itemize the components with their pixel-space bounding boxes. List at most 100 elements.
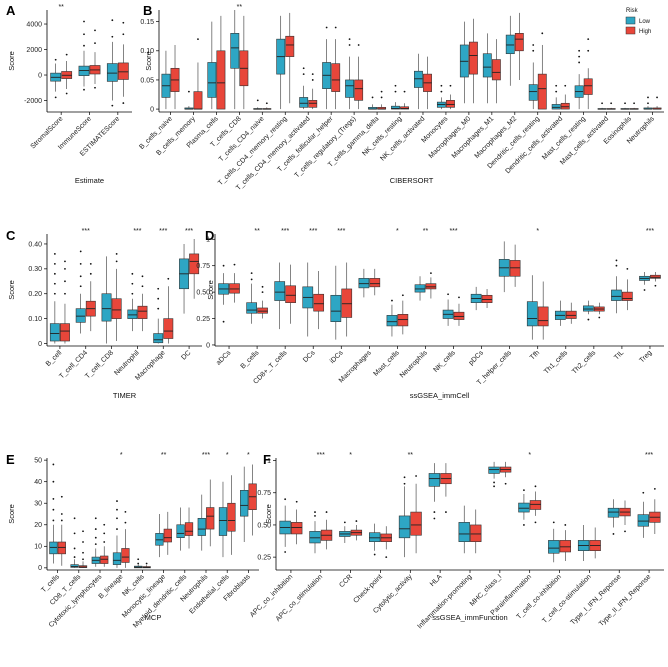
- box-body: [425, 283, 437, 290]
- outlier-point: [564, 84, 567, 87]
- outlier-point: [284, 498, 287, 501]
- box-high: [257, 285, 268, 319]
- outlier-point: [73, 556, 76, 558]
- outlier-point: [116, 517, 118, 520]
- box-high: [57, 495, 66, 566]
- y-axis-title: Score: [206, 280, 215, 300]
- outlier-point: [89, 272, 92, 275]
- legend-swatch-low: [625, 16, 636, 25]
- outlier-point: [83, 33, 85, 36]
- category-label: Macrophages_M1: [451, 115, 496, 160]
- box-low: [436, 84, 446, 110]
- category-label: Type_II_IFN_Reponse: [598, 573, 653, 628]
- box-high: [369, 268, 381, 296]
- outlier-point: [188, 90, 190, 93]
- box-body: [100, 555, 109, 564]
- box-body: [229, 283, 240, 294]
- box-body: [509, 260, 521, 277]
- y-tick-label: 0.10: [140, 48, 154, 55]
- outlier-point: [261, 291, 264, 294]
- box-body: [526, 301, 538, 327]
- box-low: [49, 253, 60, 344]
- y-tick-label: 0: [38, 72, 42, 79]
- category-label: DCs: [302, 349, 317, 364]
- box-high: [446, 84, 455, 110]
- x-axis-title: CIBERSORT: [390, 176, 434, 185]
- box-low: [414, 276, 426, 301]
- outlier-point: [122, 21, 125, 24]
- box-high: [509, 244, 521, 287]
- outlier-point: [458, 296, 460, 299]
- box-low: [428, 463, 441, 520]
- outlier-point: [325, 26, 328, 29]
- outlier-point: [624, 530, 626, 533]
- significance-stars: *: [349, 452, 352, 459]
- box-low: [218, 264, 229, 323]
- outlier-point: [564, 524, 567, 526]
- outlier-point: [447, 293, 449, 296]
- significance-stars: ***: [317, 452, 325, 459]
- outlier-point: [643, 289, 646, 291]
- outlier-point: [89, 262, 92, 265]
- outlier-point: [334, 26, 337, 29]
- box-body: [386, 315, 398, 327]
- outlier-point: [371, 96, 374, 99]
- outlier-point: [73, 532, 76, 535]
- box-high: [229, 263, 240, 303]
- box-high: [121, 510, 130, 568]
- outlier-point: [131, 272, 134, 275]
- box-body: [246, 302, 257, 314]
- box-high: [537, 281, 549, 340]
- box-high: [529, 485, 542, 524]
- box-body: [291, 522, 303, 535]
- box-body: [470, 524, 482, 542]
- box-low: [607, 499, 620, 535]
- box-high: [514, 12, 524, 80]
- box-high: [559, 524, 571, 561]
- box-low: [339, 521, 351, 543]
- outlier-point: [302, 73, 305, 76]
- outlier-point: [115, 260, 118, 263]
- box-body: [414, 284, 426, 293]
- box-body: [111, 298, 122, 319]
- y-axis-title: Score: [7, 51, 16, 71]
- box-low: [398, 476, 411, 558]
- outlier-point: [122, 102, 125, 104]
- outlier-point: [357, 44, 360, 46]
- box-body: [60, 323, 70, 342]
- box-body: [537, 73, 547, 110]
- box-body: [369, 532, 381, 542]
- box-low: [528, 44, 538, 110]
- y-tick-label: 0: [38, 565, 42, 572]
- box-high: [593, 302, 605, 319]
- outlier-point: [380, 96, 383, 99]
- legend-label: High: [639, 29, 651, 35]
- box-low: [279, 498, 291, 553]
- box-low: [230, 10, 240, 110]
- category-label: Th1_cells: [543, 349, 569, 375]
- y-tick-label: 0.05: [140, 77, 154, 84]
- outlier-point: [233, 263, 236, 266]
- box-low: [518, 489, 530, 526]
- box-body: [358, 278, 370, 289]
- box-high: [341, 262, 353, 337]
- box-high: [481, 288, 493, 308]
- category-label: Mast_cells: [372, 349, 401, 378]
- significance-stars: **: [408, 452, 414, 459]
- category-label: aDCs: [215, 349, 233, 367]
- box-high: [440, 463, 452, 513]
- box-body: [112, 552, 122, 565]
- box-body: [548, 540, 560, 554]
- outlier-point: [449, 84, 452, 87]
- box-low: [184, 90, 194, 110]
- box-high: [491, 39, 501, 104]
- category-label: Check-point: [353, 573, 384, 604]
- panel-f: F0.250.500.751ScoressGSEA_immFunctionAPC…: [249, 452, 664, 630]
- box-body: [313, 293, 325, 312]
- box-high: [560, 84, 570, 110]
- box-low: [197, 494, 206, 551]
- box-low: [106, 19, 118, 107]
- significance-stars: ***: [309, 228, 317, 235]
- outlier-point: [555, 84, 558, 87]
